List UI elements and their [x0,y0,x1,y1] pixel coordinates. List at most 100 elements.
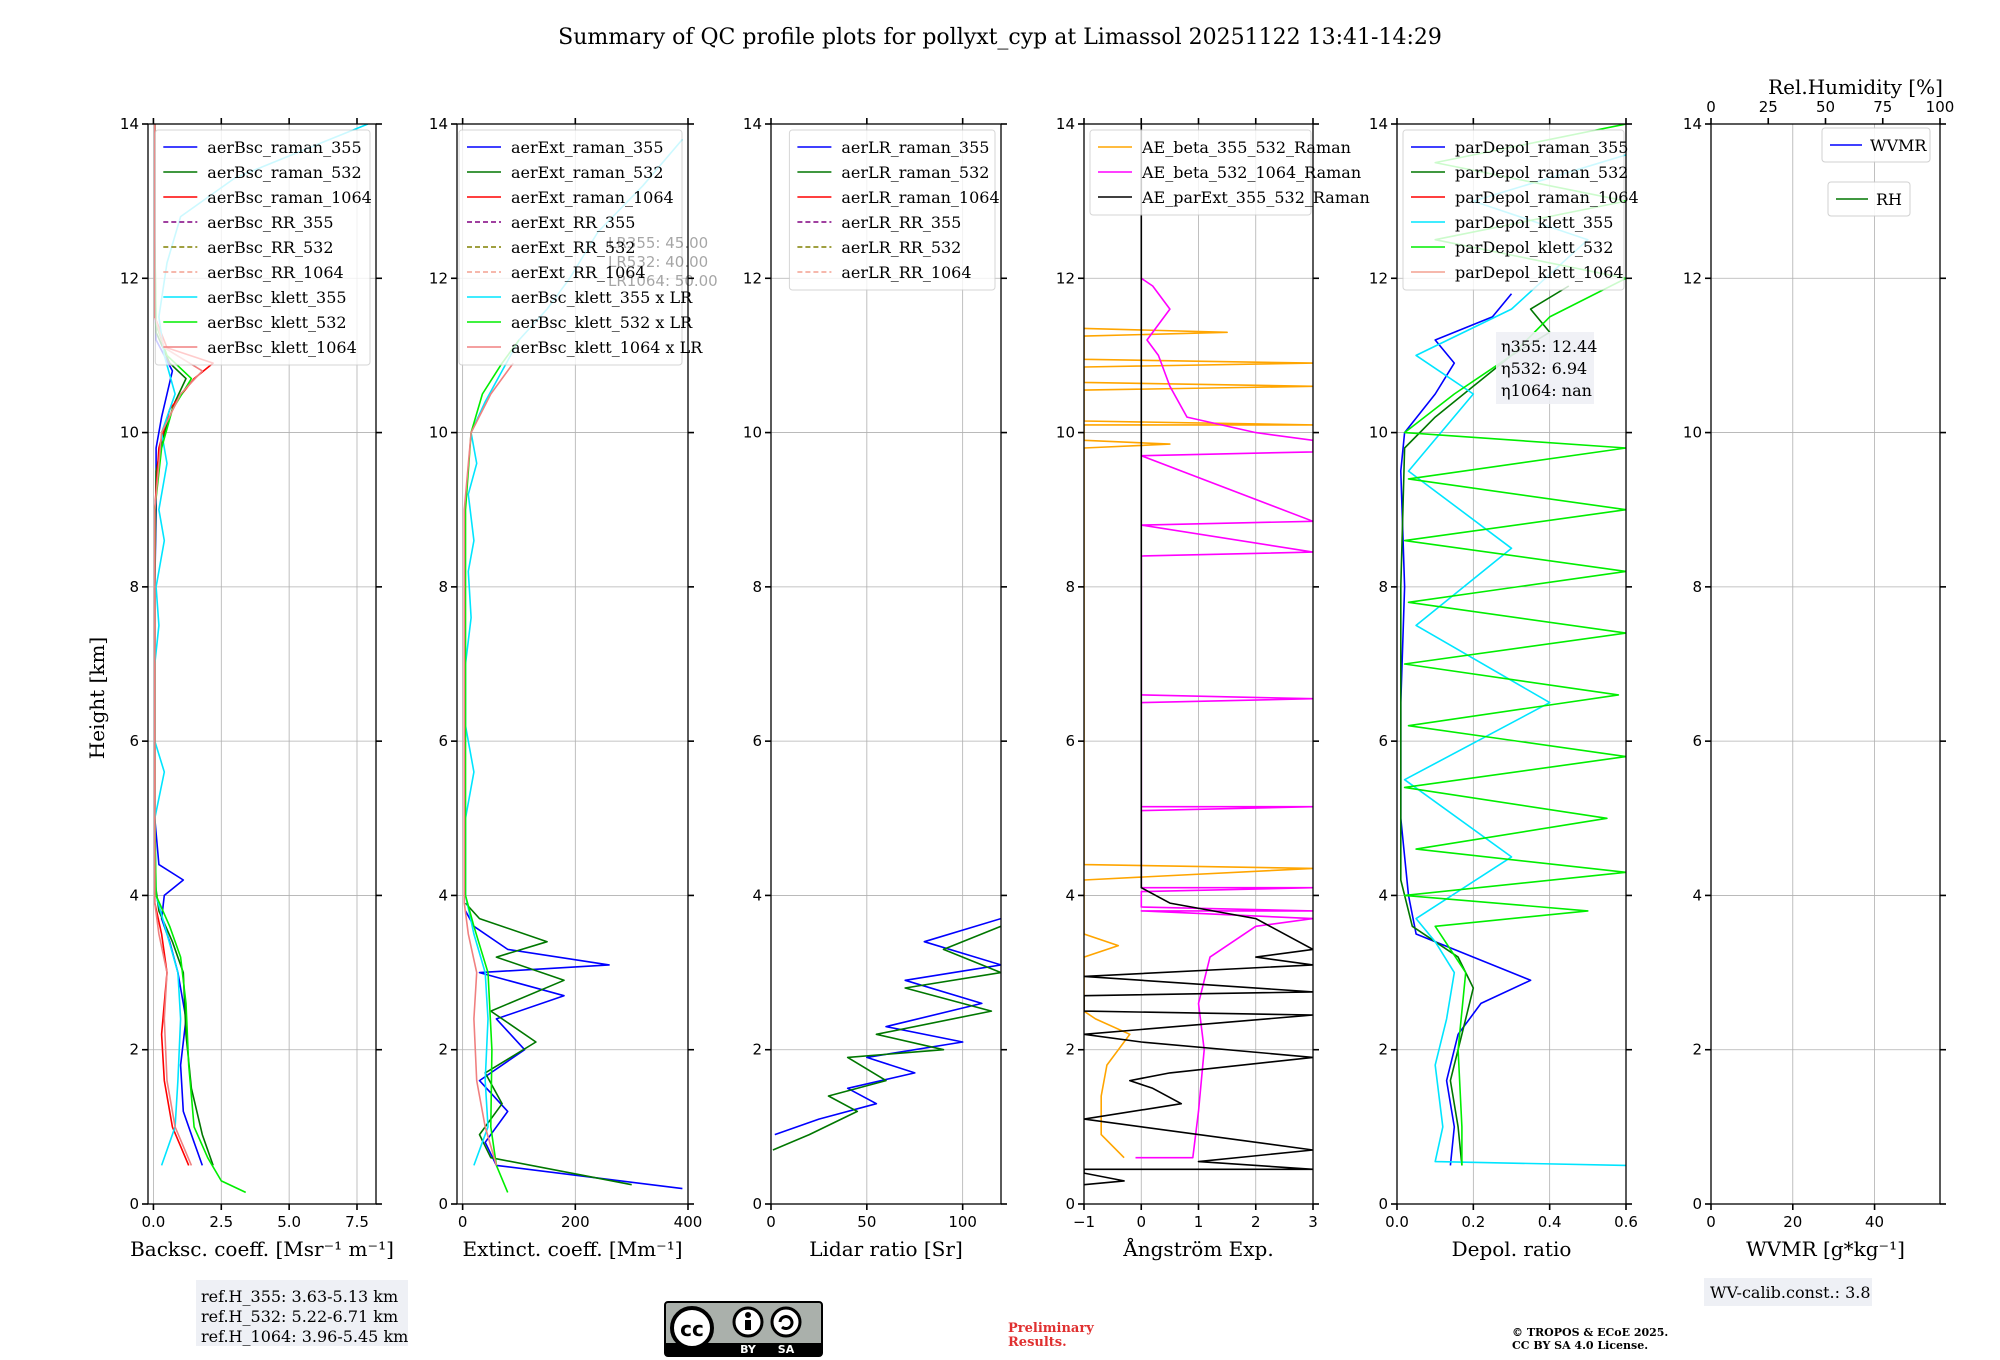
y-tick-label: 8 [1065,578,1075,596]
y-tick-label: 2 [752,1041,762,1059]
panel-depol: 0 2 4 6 8 10 12 14 0.0 0.2 0.4 0.6 Depol. ratio parDe… [1369,115,1639,1261]
legend-label: parDepol_raman_1064 [1455,188,1639,207]
series-group [772,917,1001,1151]
legend-label: aerBsc_raman_1064 [207,188,372,207]
legend-lr: aerLR_raman_355 aerLR_raman_532 aerLR_rama… [788,129,1000,291]
legend-label: aerExt_RR_532 [511,238,635,257]
legend-label: aerExt_RR_1064 [511,263,646,282]
legend-ae: AE_beta_355_532_Raman AE_beta_532_1064_Ra… [1089,129,1370,216]
legend-label: aerBsc_klett_1064 [207,338,356,357]
eta-1064: η1064: nan [1501,381,1592,400]
series-line-ae-beta-532-1064-raman [1135,277,1313,1159]
y-tick-label: 4 [129,886,139,904]
legend-label: AE_parExt_355_532_Raman [1141,188,1370,207]
y-tick-label: 0 [1378,1195,1388,1213]
y-tick-label: 10 [120,424,139,442]
x-axis-label: Lidar ratio [Sr] [809,1237,963,1261]
x-tick-label: 50 [857,1213,876,1231]
preliminary-line-2: Results. [1008,1335,1067,1350]
y-tick-label: 8 [438,578,448,596]
y-tick-label: 4 [1692,886,1702,904]
legend-box [1827,181,1911,217]
x-tick-label: 7.5 [345,1213,369,1231]
series-group [463,138,684,1193]
y-tick-label: 8 [129,578,139,596]
x-tick-label: 200 [561,1213,590,1231]
x-axis-label: Extinct. coeff. [Mm⁻¹] [462,1237,682,1261]
x-axis-label: Backsc. coeff. [Msr⁻¹ m⁻¹] [130,1237,394,1261]
y-tick-label: 14 [1369,115,1388,133]
series-line-ae-beta-355-532-raman [1084,327,1313,1159]
lr-setting-532: LR532: 40.00 [608,253,708,271]
y-tick-label: 2 [438,1041,448,1059]
legend-label: aerBsc_klett_1064 x LR [511,338,703,357]
series-line-aerlr-raman-532 [772,925,1001,1151]
legend-label: aerBsc_klett_532 x LR [511,313,693,332]
legend-box [1821,127,1931,163]
x-tick-label: 0.0 [141,1213,165,1231]
legend-label: aerLR_raman_355 [841,138,989,157]
x-tick-label: 20 [1783,1213,1802,1231]
y-tick-label: 2 [129,1041,139,1059]
y-tick-label: 8 [1692,578,1702,596]
top-tick-label: 50 [1816,98,1835,116]
legend-wv: WVMR RH [1821,127,1931,217]
x-tick-label: 5.0 [277,1213,301,1231]
y-tick-label: 12 [120,269,139,287]
x-tick-label: 0.6 [1614,1213,1638,1231]
y-tick-label: 4 [1378,886,1388,904]
y-tick-label: 0 [1692,1195,1702,1213]
legend-label: aerLR_RR_1064 [841,263,971,282]
legend-label: aerBsc_raman_532 [207,163,361,182]
x-tick-label: 0 [766,1213,776,1231]
y-tick-label: 6 [752,732,762,750]
y-tick-label: 8 [752,578,762,596]
y-tick-label: 0 [438,1195,448,1213]
y-tick-label: 6 [438,732,448,750]
y-tick-label: 6 [1692,732,1702,750]
cc-by-sa-badge: cc BY SA [664,1301,823,1357]
legend-label: aerLR_raman_532 [841,163,989,182]
legend-box [154,129,371,366]
wv-calib-box: WV-calib.const.: 3.8 [1704,1278,1872,1306]
x-tick-label: 2.5 [209,1213,233,1231]
y-tick-label: 14 [1683,115,1702,133]
x-axis-label: Depol. ratio [1452,1237,1572,1261]
plot-frame [147,123,377,1205]
legend-ext: aerExt_raman_355 aerExt_raman_532 aerExt_r… [458,129,703,366]
legend-bsc: aerBsc_raman_355 aerBsc_raman_532 aerBsc_r… [154,129,372,366]
x-tick-label: 2 [1251,1213,1261,1231]
panel-bsc: 0 2 4 6 8 10 12 14 0.0 2.5 5.0 7.5 Backsc. coeff. [M… [120,115,394,1261]
figure-title: Summary of QC profile plots for pollyxt_… [558,25,1442,50]
eta-box: η355: 12.44 η532: 6.94 η1064: nan [1496,332,1597,404]
x-tick-label: 3 [1308,1213,1318,1231]
wv-calib-text: WV-calib.const.: 3.8 [1710,1283,1871,1302]
y-tick-label: 6 [1065,732,1075,750]
top-tick-label: 100 [1926,98,1955,116]
top-tick-label: 0 [1706,98,1716,116]
series-line-aerext-raman-355 [464,910,683,1190]
legend-label: aerLR_RR_532 [841,238,961,257]
plot-frame [456,123,689,1205]
y-tick-label: 12 [429,269,448,287]
legend-label: aerBsc_RR_355 [207,213,333,232]
legend-box [1089,129,1312,216]
preliminary-line-1: Preliminary [1008,1321,1094,1336]
x-tick-label: −1 [1073,1213,1095,1231]
y-tick-label: 0 [129,1195,139,1213]
lr-settings: LR355: 45.00 LR532: 40.00 LR1064: 50.00 [608,234,718,290]
series-line-aerbsc-klett-532-x-lr [464,339,520,1193]
y-tick-label: 14 [743,115,762,133]
legend-label: aerBsc_RR_1064 [207,263,343,282]
ref-height-355: ref.H_355: 3.63-5.13 km [201,1287,398,1306]
y-tick-label: 4 [1065,886,1075,904]
y-tick-label: 2 [1692,1041,1702,1059]
y-tick-label: 2 [1378,1041,1388,1059]
legend-label: parDepol_klett_1064 [1455,263,1624,282]
by-label: BY [740,1343,757,1356]
legend-label: aerLR_raman_1064 [841,188,999,207]
y-tick-label: 10 [1369,424,1388,442]
legend-label: aerExt_RR_355 [511,213,635,232]
eta-355: η355: 12.44 [1501,337,1597,356]
ref-height-532: ref.H_532: 5.22-6.71 km [201,1307,398,1326]
